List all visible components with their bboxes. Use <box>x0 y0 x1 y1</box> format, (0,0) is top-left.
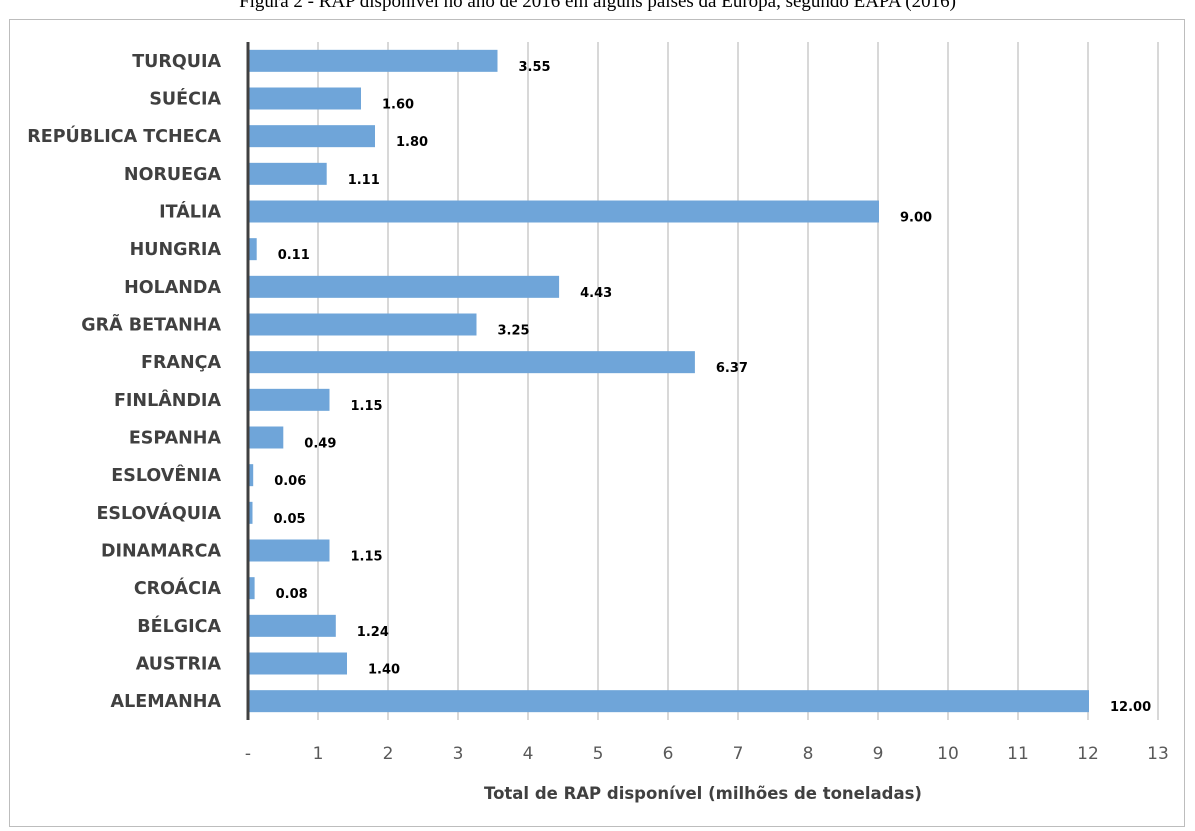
x-tick-label: 9 <box>873 744 884 764</box>
x-tick-label: 11 <box>1007 744 1029 764</box>
x-tick-label: - <box>245 744 251 764</box>
category-label: CROÁCIA <box>134 577 222 599</box>
bar <box>249 87 361 110</box>
data-label: 12.00 <box>1110 700 1151 715</box>
data-label: 3.55 <box>519 60 551 75</box>
bar <box>249 577 255 600</box>
data-label: 1.11 <box>348 173 380 188</box>
bar <box>249 464 254 487</box>
bar <box>249 614 336 637</box>
bar <box>249 351 695 374</box>
grid-lines <box>317 42 1159 720</box>
data-label: 0.49 <box>304 437 336 452</box>
bar <box>249 162 327 185</box>
bar <box>249 652 347 675</box>
category-label: HOLANDA <box>124 278 221 298</box>
category-label: BÉLGICA <box>137 615 221 637</box>
category-label: NORUEGA <box>124 165 222 185</box>
bar <box>249 426 284 449</box>
chart-frame <box>9 19 1185 827</box>
data-label: 1.24 <box>357 625 389 640</box>
data-label: 6.37 <box>716 361 748 376</box>
data-label: 1.15 <box>351 550 383 565</box>
category-label: ITÁLIA <box>159 201 221 223</box>
category-label: FRANÇA <box>141 353 221 373</box>
x-tick-label: 1 <box>313 744 324 764</box>
category-label: ESLOVÊNIA <box>111 464 221 486</box>
data-label: 9.00 <box>900 211 932 226</box>
data-label: 0.11 <box>278 248 310 263</box>
x-tick-label: 6 <box>663 744 674 764</box>
data-label: 0.05 <box>274 512 306 527</box>
bar <box>249 690 1089 713</box>
data-label: 0.08 <box>276 587 308 602</box>
data-labels: 3.55 1.60 1.80 1.11 9.00 0.11 4.43 3.25 6.37 1.15… <box>274 60 1152 715</box>
category-labels: TURQUIA SUÉCIA REPÚBLICA TCHECA NORUEGA ITÁL… <box>27 52 221 712</box>
x-axis-title: Total de RAP disponível (milhões de tone… <box>484 784 922 803</box>
bar <box>249 501 253 524</box>
bar <box>249 313 477 336</box>
data-label: 1.40 <box>368 663 400 678</box>
x-tick-label: 8 <box>803 744 814 764</box>
x-tick-label: 7 <box>733 744 744 764</box>
x-tick-label: 12 <box>1077 744 1099 764</box>
category-label: TURQUIA <box>132 52 221 72</box>
bar <box>249 388 330 411</box>
data-label: 1.15 <box>351 399 383 414</box>
figure-caption: Figura 2 - RAP disponível no ano de 2016… <box>239 0 956 12</box>
category-label: DINAMARCA <box>101 542 222 562</box>
x-tick-label: 2 <box>383 744 394 764</box>
bar <box>249 238 257 261</box>
x-tick-label: 13 <box>1147 744 1169 764</box>
category-label: FINLÂNDIA <box>114 389 221 411</box>
bar <box>249 539 330 562</box>
bar <box>249 200 879 223</box>
category-label: AUSTRIA <box>136 655 222 675</box>
data-label: 1.80 <box>396 135 428 150</box>
category-label: REPÚBLICA TCHECA <box>27 125 221 147</box>
category-label: ESLOVÁQUIA <box>96 502 221 524</box>
x-tick-label: 5 <box>593 744 604 764</box>
data-label: 3.25 <box>498 324 530 339</box>
x-tick-label: 3 <box>453 744 464 764</box>
data-label: 1.60 <box>382 98 414 113</box>
category-label: GRÃ BETANHA <box>81 313 221 336</box>
data-label: 0.06 <box>274 474 306 489</box>
x-tick-labels: -1 2 3 4 5 6 7 8 9 10 11 12 13 <box>245 744 1169 764</box>
x-tick-label: 10 <box>937 744 959 764</box>
data-label: 4.43 <box>580 286 612 301</box>
bar <box>249 275 560 298</box>
category-label: ALEMANHA <box>111 692 222 712</box>
category-label: SUÉCIA <box>149 88 221 110</box>
bars <box>249 49 1089 713</box>
x-tick-label: 4 <box>523 744 534 764</box>
bar <box>249 49 498 72</box>
category-label: ESPANHA <box>129 429 222 449</box>
category-label: HUNGRIA <box>130 240 222 260</box>
bar <box>249 125 375 148</box>
